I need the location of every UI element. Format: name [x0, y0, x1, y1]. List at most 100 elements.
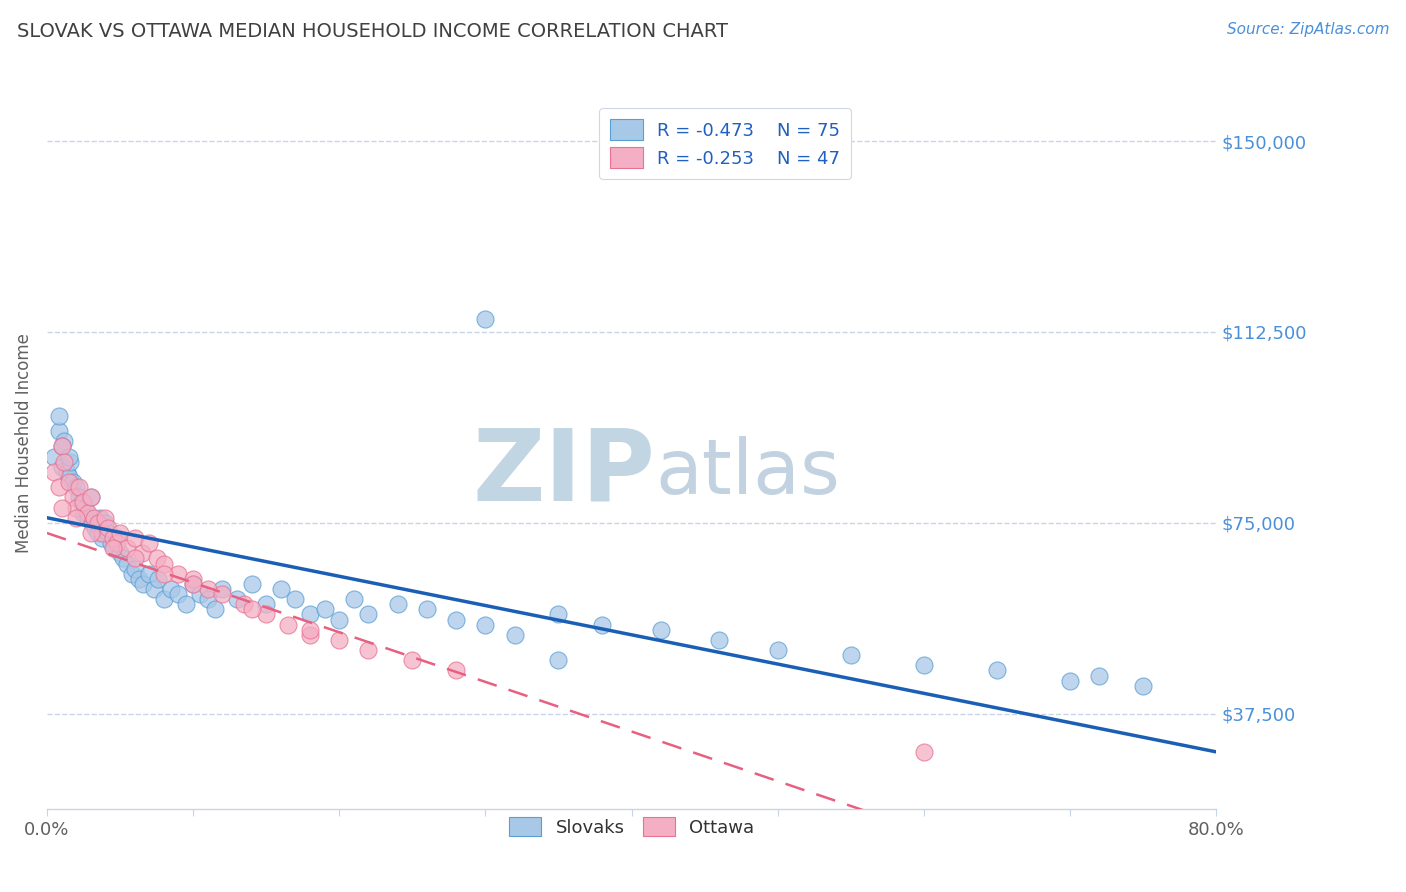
Point — [58, 475, 80, 489]
Point — [80, 526, 103, 541]
Point — [839, 648, 862, 662]
Point — [72, 506, 94, 520]
Point — [912, 658, 935, 673]
Point — [97, 521, 120, 535]
Point — [650, 623, 672, 637]
Point — [986, 664, 1008, 678]
Point — [211, 582, 233, 596]
Point — [44, 450, 66, 464]
Point — [58, 450, 80, 464]
Point — [138, 536, 160, 550]
Text: ZIP: ZIP — [472, 424, 655, 521]
Point — [51, 500, 73, 515]
Point — [69, 495, 91, 509]
Point — [547, 607, 569, 622]
Point — [401, 653, 423, 667]
Point — [100, 536, 122, 550]
Point — [124, 551, 146, 566]
Point — [91, 526, 114, 541]
Point — [1059, 673, 1081, 688]
Point — [190, 587, 212, 601]
Point — [62, 475, 84, 489]
Point — [912, 745, 935, 759]
Point — [132, 577, 155, 591]
Point — [174, 597, 197, 611]
Point — [101, 531, 124, 545]
Point — [328, 613, 350, 627]
Point — [153, 557, 176, 571]
Point — [298, 623, 321, 637]
Point — [59, 455, 82, 469]
Point — [67, 480, 90, 494]
Point — [160, 582, 183, 596]
Point — [254, 597, 277, 611]
Point — [72, 495, 94, 509]
Point — [124, 531, 146, 545]
Point — [240, 577, 263, 591]
Point — [709, 632, 731, 647]
Point — [105, 536, 128, 550]
Point — [153, 566, 176, 581]
Point — [51, 459, 73, 474]
Point — [128, 572, 150, 586]
Point — [91, 531, 114, 545]
Point — [94, 516, 117, 530]
Point — [76, 506, 98, 520]
Point — [181, 577, 204, 591]
Point — [357, 607, 380, 622]
Point — [87, 526, 110, 541]
Point — [48, 480, 70, 494]
Y-axis label: Median Household Income: Median Household Income — [15, 334, 32, 553]
Point — [1132, 679, 1154, 693]
Point — [124, 561, 146, 575]
Point — [204, 602, 226, 616]
Point — [226, 592, 249, 607]
Point — [103, 541, 125, 556]
Point — [328, 632, 350, 647]
Point — [51, 440, 73, 454]
Point — [766, 643, 789, 657]
Point — [474, 617, 496, 632]
Point — [97, 526, 120, 541]
Point — [101, 541, 124, 556]
Point — [284, 592, 307, 607]
Point — [167, 587, 190, 601]
Point — [1088, 668, 1111, 682]
Point — [67, 491, 90, 505]
Text: atlas: atlas — [655, 435, 839, 509]
Point — [44, 465, 66, 479]
Point — [270, 582, 292, 596]
Point — [65, 480, 87, 494]
Point — [167, 566, 190, 581]
Point — [73, 500, 96, 515]
Point — [197, 582, 219, 596]
Legend: Slovaks, Ottawa: Slovaks, Ottawa — [502, 810, 762, 844]
Point — [181, 572, 204, 586]
Point — [56, 465, 79, 479]
Point — [240, 602, 263, 616]
Point — [211, 587, 233, 601]
Point — [51, 440, 73, 454]
Text: Source: ZipAtlas.com: Source: ZipAtlas.com — [1226, 22, 1389, 37]
Point — [121, 566, 143, 581]
Point — [197, 592, 219, 607]
Point — [94, 510, 117, 524]
Point — [444, 664, 467, 678]
Point — [314, 602, 336, 616]
Point — [108, 526, 131, 541]
Point — [62, 491, 84, 505]
Point — [80, 491, 103, 505]
Point — [153, 592, 176, 607]
Point — [298, 628, 321, 642]
Point — [503, 628, 526, 642]
Point — [298, 607, 321, 622]
Point — [131, 546, 153, 560]
Point — [65, 510, 87, 524]
Point — [233, 597, 256, 611]
Point — [83, 510, 105, 524]
Point — [76, 510, 98, 524]
Point — [87, 516, 110, 530]
Point — [53, 434, 76, 449]
Point — [53, 455, 76, 469]
Point — [65, 500, 87, 515]
